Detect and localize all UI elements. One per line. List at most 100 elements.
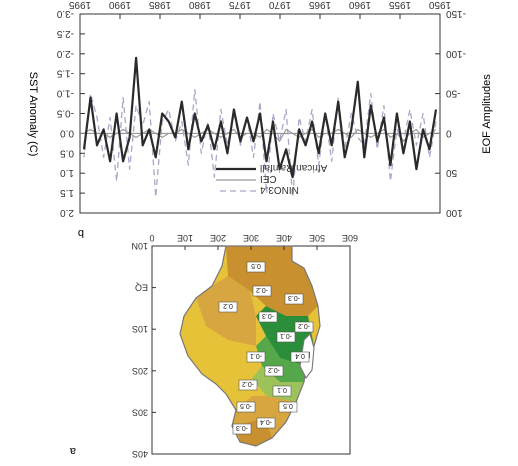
contour-label-text: -0.2 xyxy=(242,380,254,387)
contour-label: -0.1 xyxy=(246,351,266,363)
lat-tick-label: 10S xyxy=(132,324,148,334)
contour-label-text: -0.5 xyxy=(240,402,252,409)
left-tick-label: -1.0 xyxy=(56,88,74,99)
x-tick-label: 1970 xyxy=(268,0,291,10)
lat-tick-label: EQ xyxy=(135,283,148,293)
map-panel: a 0 10E 20E 30E 40E 50E 60E 40S 30S 20S 10S EQ 10N -… xyxy=(69,233,358,459)
right-tick-label: 50 xyxy=(446,167,458,178)
contour-label: 0.5 xyxy=(278,401,298,413)
left-tick-label: 1.5 xyxy=(60,187,74,198)
lon-tick-label: 60E xyxy=(342,233,358,243)
contour-label-box xyxy=(272,385,292,397)
x-tick-label: 1975 xyxy=(228,0,251,10)
series-lines xyxy=(82,56,438,198)
right-tick-label: -100 xyxy=(446,48,466,59)
lon-tick-label: 10E xyxy=(177,233,193,243)
contour-label-text: 0.2 xyxy=(223,302,233,309)
contour-label: -0.4 xyxy=(256,417,276,429)
lat-tick-label: 30S xyxy=(132,407,148,417)
contour-label: 0.4 xyxy=(290,351,310,363)
contour-label-text: 0.5 xyxy=(251,262,261,269)
contour-label-text: -0.1 xyxy=(250,352,262,359)
lat-tick-label: 10N xyxy=(131,241,148,251)
x-tick-label: 1955 xyxy=(388,0,411,10)
left-tick-label: -3.0 xyxy=(56,8,74,19)
contour-label-text: -0.3 xyxy=(262,312,274,319)
contour-label-box xyxy=(294,321,314,333)
coastline xyxy=(179,245,321,447)
x-tick-label: 1985 xyxy=(148,0,171,10)
legend-label: CEI xyxy=(260,173,277,184)
legend-label: African Rainfall xyxy=(260,162,327,173)
x-tick-label: 1980 xyxy=(188,0,211,10)
contour-label: -0.3 xyxy=(284,293,304,305)
lon-tick-label: 40E xyxy=(276,233,292,243)
lon-tick-label: 50E xyxy=(309,233,325,243)
left-tick-label: -0.5 xyxy=(56,108,74,119)
y-axis-label-left: SST Anomaly (C) xyxy=(27,72,39,157)
contour-label-box xyxy=(264,365,284,377)
contour-label-box xyxy=(278,401,298,413)
left-tick-label: 2.0 xyxy=(60,207,74,218)
left-axis: 2.0 1.5 1.0 0.5 0.0 -0.5 -1.0 -1.5 -2.0 -2.5 -3.0 xyxy=(56,8,85,218)
contour-label: -0.2 xyxy=(294,321,314,333)
contour-label: -0.2 xyxy=(252,285,272,297)
contour-label-text: -0.2 xyxy=(298,322,310,329)
contour-label-box xyxy=(290,351,310,363)
series-cei xyxy=(83,128,437,142)
x-tick-label: 1960 xyxy=(348,0,371,10)
y-axis-label-right: EOF Amplitudes xyxy=(481,74,493,154)
left-tick-label: 0.5 xyxy=(60,147,74,158)
contour-label: 0.2 xyxy=(218,301,238,313)
contour-label-text: 0.4 xyxy=(295,352,305,359)
left-tick-label: -1.5 xyxy=(56,68,74,79)
left-tick-label: 1.0 xyxy=(60,167,74,178)
contour-label-text: 0.1 xyxy=(277,386,287,393)
series-nino3-4 xyxy=(83,88,437,198)
contour-label-text: -0.1 xyxy=(280,332,292,339)
contour-label-text: -0.4 xyxy=(260,418,272,425)
contour-label: 0.5 xyxy=(246,261,266,273)
contour-label-box xyxy=(284,293,304,305)
contour-label-box xyxy=(246,351,266,363)
contour-label-box xyxy=(276,331,296,343)
contour-label: -0.3 xyxy=(258,311,278,323)
contour-label: -0.2 xyxy=(238,379,258,391)
contour-label-box xyxy=(256,417,276,429)
contour-label-box xyxy=(246,261,266,273)
right-tick-label: -50 xyxy=(446,88,461,99)
contour-label: -0.1 xyxy=(276,331,296,343)
map-axes: 0 10E 20E 30E 40E 50E 60E 40S 30S 20S 10S EQ 10N xyxy=(131,233,358,459)
contour-label-box xyxy=(258,311,278,323)
series-african-rainfall xyxy=(82,56,438,179)
contour-label-text: -0.2 xyxy=(256,286,268,293)
left-tick-label: -2.0 xyxy=(56,48,74,59)
contour-label-box xyxy=(236,401,256,413)
right-axis: 100 50 0 -50 -100 -150 xyxy=(435,8,466,218)
legend-label: NINO3.4 xyxy=(260,184,299,195)
contour-label-text: -0.2 xyxy=(268,366,280,373)
contour-label: 0.1 xyxy=(272,385,292,397)
x-tick-label: 1990 xyxy=(108,0,131,10)
timeseries-panel: b 19501955196019651970197519801985199019… xyxy=(27,0,493,239)
contour-label-text: -0.3 xyxy=(288,294,300,301)
contour-label: -0.3 xyxy=(232,423,252,435)
contour-label-box xyxy=(218,301,238,313)
lat-tick-label: 20S xyxy=(132,366,148,376)
right-tick-label: 0 xyxy=(446,127,452,138)
lat-tick-label: 40S xyxy=(132,449,148,459)
contour-label-box xyxy=(238,379,258,391)
x-tick-label: 1950 xyxy=(428,0,451,10)
lon-tick-label: 30E xyxy=(243,233,259,243)
panel-label-b: b xyxy=(78,227,84,239)
x-tick-label: 1965 xyxy=(308,0,331,10)
lon-tick-label: 20E xyxy=(210,233,226,243)
contour-label: -0.5 xyxy=(236,401,256,413)
contour-label: -0.2 xyxy=(264,365,284,377)
left-tick-label: 0.0 xyxy=(60,127,74,138)
right-tick-label: 100 xyxy=(446,207,463,218)
contour-label-box xyxy=(232,423,252,435)
contour-label-text: 0.5 xyxy=(283,402,293,409)
x-axis: 1950 1955 1960 1965 1970 1975 1980 1985 1990 1995 xyxy=(68,0,451,19)
